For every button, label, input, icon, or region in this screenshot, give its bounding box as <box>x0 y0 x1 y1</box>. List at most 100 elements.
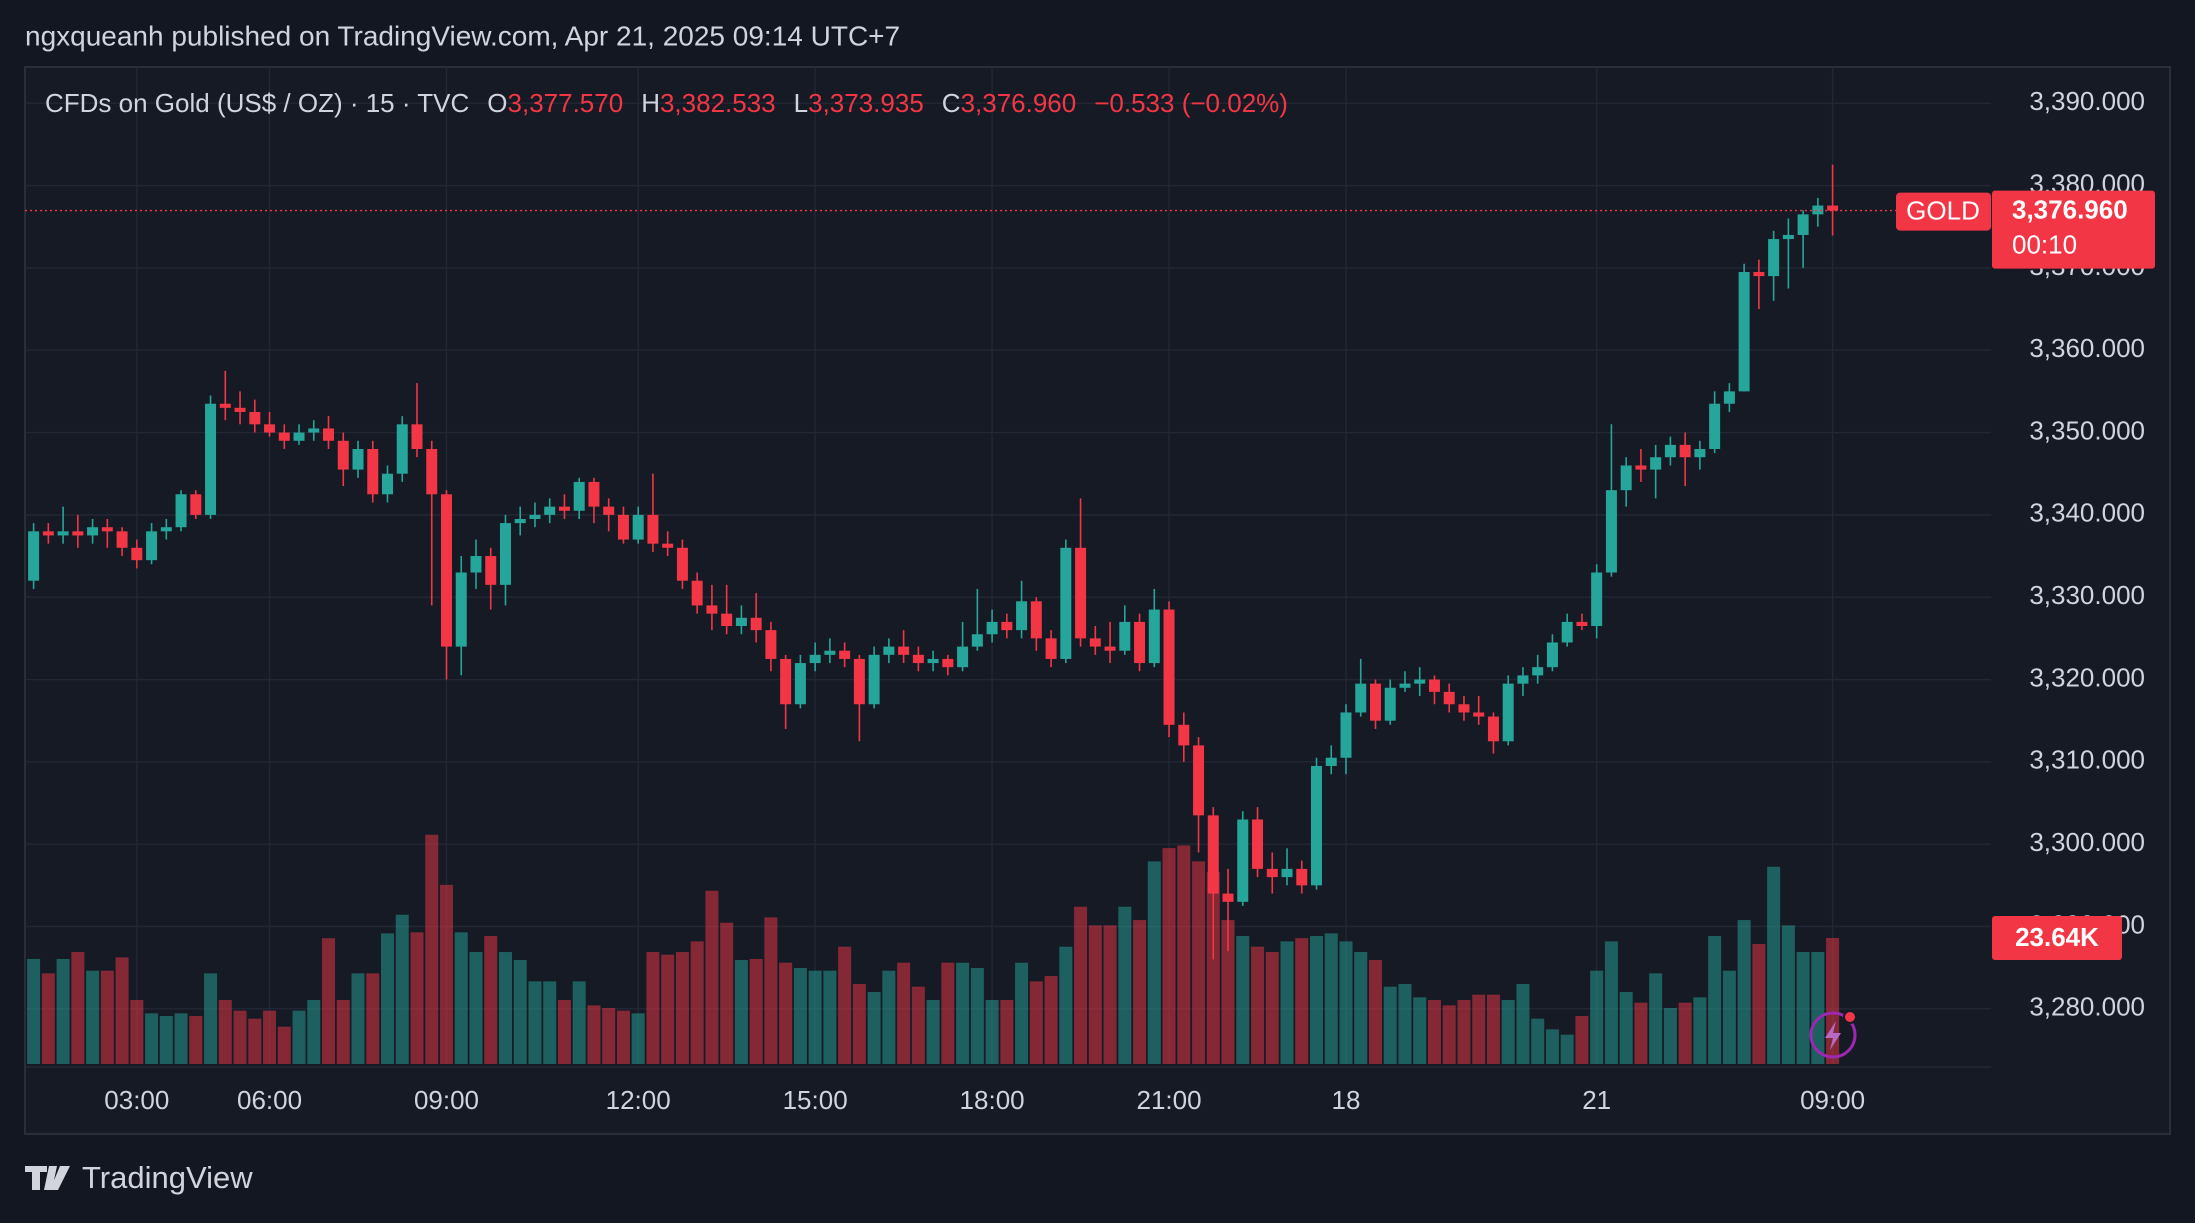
candle-body <box>809 654 821 664</box>
volume-bar <box>690 941 704 1064</box>
candle-body <box>1827 205 1839 211</box>
volume-bar <box>587 1005 601 1064</box>
candle-body <box>1030 601 1042 639</box>
candle-body <box>190 494 202 515</box>
volume-bar <box>646 952 660 1064</box>
candle-body <box>1635 465 1647 470</box>
bolt-icon[interactable] <box>1825 1021 1841 1050</box>
volume-bar <box>956 962 970 1064</box>
ohlc-key: L <box>794 88 808 118</box>
candle-body <box>1753 271 1765 277</box>
volume-bar <box>1604 941 1618 1064</box>
volume-bar <box>439 884 453 1064</box>
x-tick-label: 03:00 <box>104 1085 169 1115</box>
volume-bar <box>1044 976 1058 1064</box>
candle-body <box>278 432 290 441</box>
candle-body <box>1369 683 1381 721</box>
volume-bar <box>513 960 527 1064</box>
volume-bar <box>1368 960 1382 1064</box>
bolt-ring[interactable] <box>1809 1011 1857 1059</box>
volume-bar <box>1324 933 1338 1064</box>
volume-bar <box>115 957 129 1064</box>
volume-bar <box>557 1000 571 1064</box>
candle-body <box>1163 609 1175 725</box>
candle-body <box>1207 815 1219 894</box>
volume-bar <box>793 968 807 1064</box>
candle-body <box>175 494 187 528</box>
candle-body <box>1576 621 1588 627</box>
symbol-tag-box <box>1896 192 1991 231</box>
volume-bar <box>720 922 734 1064</box>
candle-body <box>1075 547 1087 639</box>
candle-body <box>1384 687 1396 721</box>
volume-bar <box>1737 920 1751 1064</box>
candle-body <box>131 547 143 561</box>
volume-bar <box>1000 1000 1014 1064</box>
candle-body <box>1782 234 1794 240</box>
candle-body <box>1399 683 1411 688</box>
candle-body <box>264 424 276 433</box>
candle-body <box>765 630 777 659</box>
bolt-dot[interactable] <box>1843 1010 1857 1024</box>
volume-bar <box>248 1018 262 1064</box>
candle-body <box>1089 638 1101 647</box>
volume-bar <box>1354 952 1368 1064</box>
volume-bar <box>1295 938 1309 1064</box>
y-tick-label: 3,360.000 <box>2029 333 2145 363</box>
candle-body <box>440 494 452 647</box>
volume-bar <box>823 970 837 1064</box>
volume-bar <box>1265 952 1279 1064</box>
candle-body <box>352 449 364 470</box>
candle-body <box>499 523 511 585</box>
x-tick-label: 18 <box>1332 1085 1361 1115</box>
candle-body <box>1664 444 1676 458</box>
symbol-tag: GOLD <box>1906 195 1980 225</box>
volume-bar <box>1796 952 1810 1064</box>
volume-bar <box>1472 994 1486 1064</box>
candle-body <box>1266 868 1278 878</box>
x-tick-label: 15:00 <box>783 1085 848 1115</box>
volume <box>27 834 1840 1064</box>
candle-body <box>1502 683 1514 742</box>
volume-bar <box>749 958 763 1064</box>
volume-bar <box>1442 1005 1456 1064</box>
volume-bar <box>1221 920 1235 1064</box>
volume-bar <box>381 933 395 1064</box>
bolt-button[interactable] <box>1809 1010 1857 1059</box>
volume-bar <box>233 1010 247 1064</box>
volume-bar <box>911 986 925 1064</box>
volume-bar <box>1545 1029 1559 1064</box>
volume-bar <box>395 914 409 1064</box>
candle-body <box>898 646 910 655</box>
y-tick-label: 3,340.000 <box>2029 498 2145 528</box>
candle-body <box>1591 572 1603 627</box>
volume-bar <box>218 1000 232 1064</box>
candle-body <box>676 547 688 581</box>
candle-body <box>367 449 379 495</box>
candle-body <box>1060 547 1072 659</box>
footer: TradingView <box>82 1160 253 1195</box>
volume-bar <box>1236 936 1250 1064</box>
candles <box>28 164 1839 960</box>
volume-bar <box>56 958 70 1064</box>
volume-bar <box>852 984 866 1064</box>
volume-bar <box>734 960 748 1064</box>
candle-body <box>632 514 644 540</box>
volume-bar <box>351 973 365 1064</box>
candle-body <box>234 407 246 412</box>
candle-body <box>750 617 762 631</box>
volume-bar <box>1560 1034 1574 1064</box>
candle-body <box>116 531 128 548</box>
volume-bar <box>1649 973 1663 1064</box>
volume-bar <box>1383 986 1397 1064</box>
candle-body <box>1458 704 1470 713</box>
volume-bar <box>764 917 778 1064</box>
volume-bar <box>675 952 689 1064</box>
candle-body <box>1561 621 1573 643</box>
candle-body <box>868 654 880 705</box>
x-tick-label: 09:00 <box>1800 1085 1865 1115</box>
change: −0.533 (−0.02%) <box>1094 88 1288 118</box>
candle-body <box>1340 712 1352 758</box>
candle-body <box>647 514 659 544</box>
volume-bar <box>867 992 881 1064</box>
